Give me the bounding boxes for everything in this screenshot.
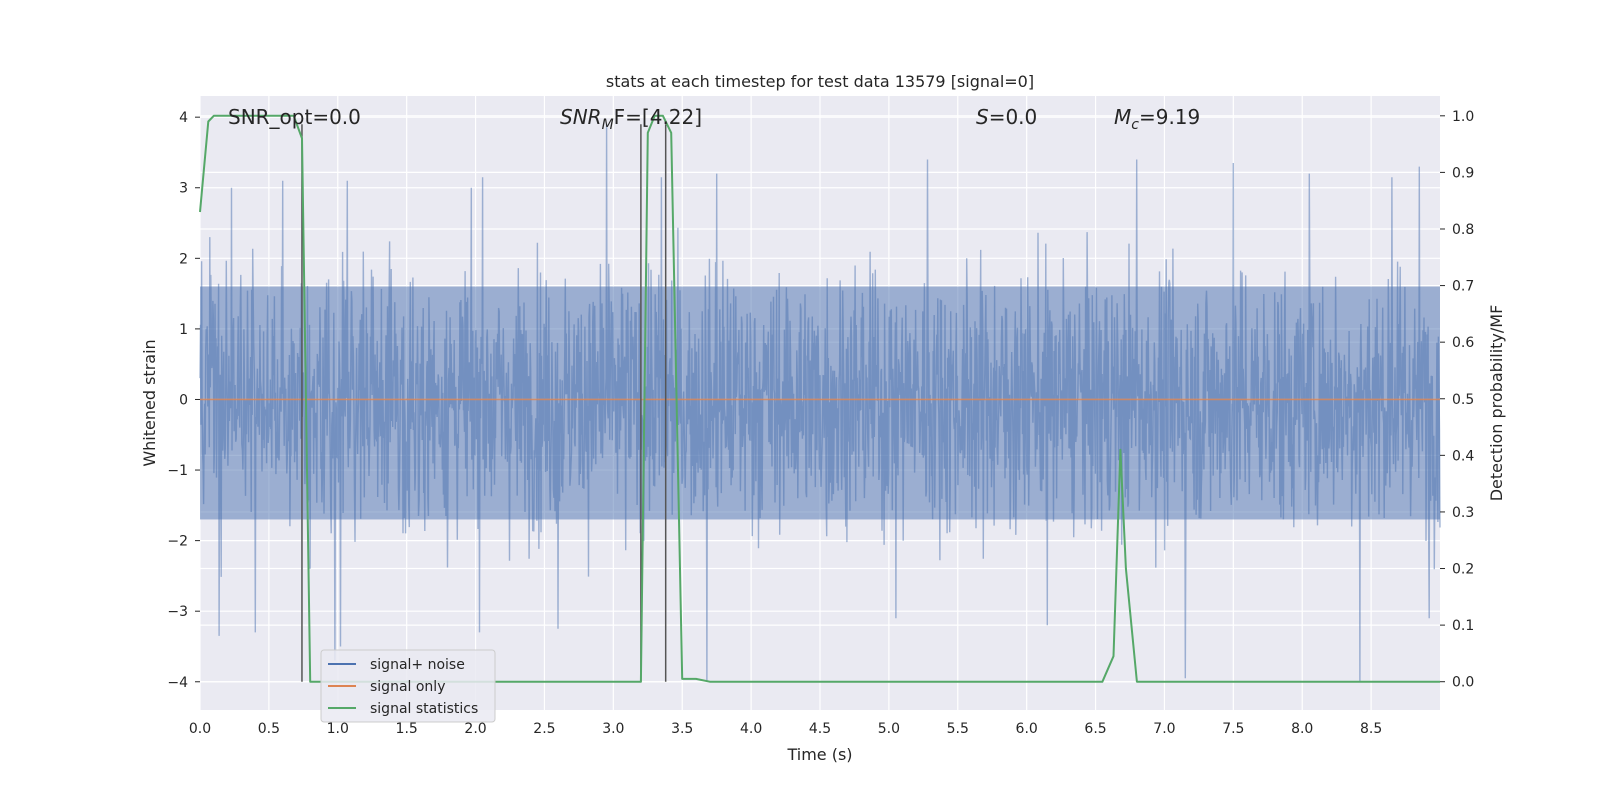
y-left-tick-label: −3	[167, 604, 188, 620]
y-right-tick-label: 0.3	[1452, 505, 1474, 521]
y-left-tick-label: 0	[179, 392, 188, 408]
x-tick-label: 5.5	[947, 721, 969, 737]
x-tick-label: 2.5	[533, 721, 555, 737]
y-right-tick-label: 0.2	[1452, 562, 1474, 578]
annotation-s-rest: =0.0	[989, 105, 1038, 129]
y-right-tick-label: 0.7	[1452, 279, 1474, 295]
x-tick-label: 1.0	[327, 721, 349, 737]
annotation-mc-main: M	[1114, 105, 1131, 129]
annotation-snr-opt: SNR_opt=0.0	[228, 105, 361, 129]
y-right-axis-label: Detection probability/MF	[1487, 305, 1506, 502]
y-right-tick-label: 1.0	[1452, 109, 1474, 125]
y-right-tick-label: 0.0	[1452, 675, 1474, 691]
signal-statistics-line	[199, 114, 1440, 683]
x-tick-label: 7.0	[1153, 721, 1175, 737]
y-right-tick-label: 0.6	[1452, 335, 1474, 351]
y-right-tick-label: 0.4	[1452, 448, 1474, 464]
x-tick-label: 2.0	[464, 721, 486, 737]
y-right-tick-label: 0.1	[1452, 618, 1474, 634]
annotation-mc-sub: c	[1131, 117, 1139, 133]
annotation-snr-mf: SNRMF=[4.22]	[560, 105, 702, 133]
y-left-tick-label: −1	[167, 463, 188, 479]
legend-label-signal-statistics: signal statistics	[370, 701, 478, 717]
annotation-snr-mf-sub: M	[602, 117, 614, 133]
annotation-snr-mf-rest: F=[4.22]	[614, 105, 702, 129]
legend-label-signal-only: signal only	[370, 679, 445, 695]
y-right-tick-label: 0.5	[1452, 392, 1474, 408]
x-tick-label: 4.0	[740, 721, 762, 737]
x-axis-label: Time (s)	[786, 745, 852, 764]
x-tick-label: 1.5	[396, 721, 418, 737]
y-left-tick-label: 1	[179, 322, 188, 338]
y-right-tick-labels: 1.0 0.9 0.8 0.7 0.6 0.5 0.4 0.3 0.2 0.1 0.0	[1440, 109, 1474, 691]
x-tick-label: 3.0	[602, 721, 624, 737]
annotation-mc-rest: =9.19	[1139, 105, 1200, 129]
y-axis-label: Whitened strain	[140, 339, 159, 466]
x-tick-label: 0.0	[189, 721, 211, 737]
marker-lines	[301, 124, 667, 682]
x-tick-label: 8.5	[1360, 721, 1382, 737]
y-left-tick-label: 3	[179, 181, 188, 197]
legend-label-signal-noise: signal+ noise	[370, 657, 465, 673]
annotation-s-main: S	[976, 105, 989, 129]
y-left-tick-label: −4	[167, 675, 188, 691]
x-tick-label: 5.0	[878, 721, 900, 737]
y-left-tick-label: 4	[179, 110, 188, 126]
x-tick-label: 3.5	[671, 721, 693, 737]
y-right-tick-label: 0.9	[1452, 165, 1474, 181]
signal-noise-series	[199, 124, 1441, 682]
annotation-s: S=0.0	[976, 105, 1037, 129]
y-left-tick-labels: 4 3 2 1 0 −1 −2 −3 −4	[167, 110, 200, 691]
signal-statistics-series	[199, 114, 1440, 683]
y-right-tick-label: 0.8	[1452, 222, 1474, 238]
y-left-tick-label: 2	[179, 251, 188, 267]
x-tick-label: 8.0	[1291, 721, 1313, 737]
annotation-mc: Mc=9.19	[1114, 105, 1200, 133]
signal-noise-line	[199, 124, 1441, 682]
chart-title: stats at each timestep for test data 135…	[606, 72, 1034, 91]
x-tick-label: 6.0	[1016, 721, 1038, 737]
x-tick-label: 6.5	[1084, 721, 1106, 737]
legend: signal+ noise signal only signal statist…	[320, 649, 496, 723]
y-left-tick-label: −2	[167, 534, 188, 550]
x-tick-label: 0.5	[258, 721, 280, 737]
annotation-snr-mf-main: SNR	[560, 105, 602, 129]
legend-box	[320, 649, 496, 723]
x-tick-label: 4.5	[809, 721, 831, 737]
x-tick-labels: 0.0 0.5 1.0 1.5 2.0 2.5 3.0 3.5 4.0 4.5 5.0 5.5 6.0 6…	[189, 721, 1382, 737]
x-tick-label: 7.5	[1222, 721, 1244, 737]
